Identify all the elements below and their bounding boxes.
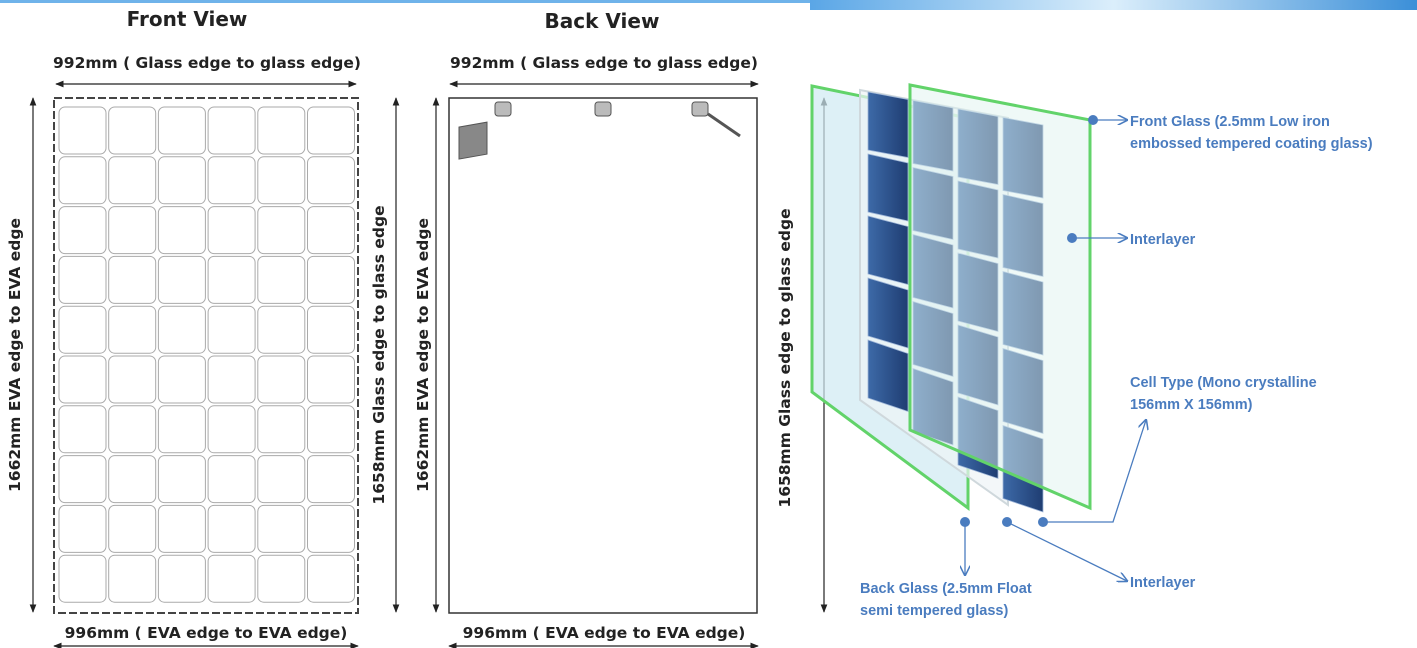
exploded-view: Front Glass (2.5mm Low iron embossed temp… — [812, 85, 1373, 619]
cell — [208, 306, 255, 353]
cell — [308, 505, 355, 552]
cell — [109, 356, 156, 403]
cell — [308, 256, 355, 303]
cell — [59, 157, 106, 204]
cell — [59, 256, 106, 303]
back-view: Back View 992mm ( Glass edge to glass ed… — [414, 9, 824, 646]
cell — [258, 306, 305, 353]
cell — [208, 157, 255, 204]
cell — [59, 356, 106, 403]
cell — [868, 154, 908, 221]
cell — [208, 505, 255, 552]
diagram: Front View 992mm ( Glass edge to glass e… — [0, 0, 1417, 648]
cell — [158, 157, 205, 204]
callout-label: Interlayer — [1130, 232, 1196, 248]
cell — [109, 107, 156, 154]
cell — [158, 406, 205, 453]
cell — [158, 207, 205, 254]
callout-dot — [1038, 517, 1048, 527]
cell — [308, 456, 355, 503]
cell — [59, 306, 106, 353]
cell — [308, 306, 355, 353]
callout-dot — [1067, 233, 1077, 243]
cell — [868, 216, 908, 285]
cell — [208, 107, 255, 154]
cell — [258, 256, 305, 303]
cell — [258, 505, 305, 552]
cell — [208, 356, 255, 403]
header-band — [810, 0, 1417, 10]
callout-label: 156mm X 156mm) — [1130, 397, 1253, 413]
cell — [308, 207, 355, 254]
callout-label: Interlayer — [1130, 575, 1196, 591]
cell — [258, 456, 305, 503]
callout-label: Back Glass (2.5mm Float — [860, 581, 1032, 597]
cell — [109, 555, 156, 602]
cell — [109, 505, 156, 552]
callout-dot — [1002, 517, 1012, 527]
callout-label: Front Glass (2.5mm Low iron — [1130, 114, 1330, 130]
cell — [258, 157, 305, 204]
callout-line — [1007, 522, 1127, 581]
cell — [158, 555, 205, 602]
dimension-label: 992mm ( Glass edge to glass edge) — [450, 54, 758, 72]
callout-dot — [1088, 115, 1098, 125]
cell — [109, 406, 156, 453]
cell — [59, 456, 106, 503]
view-title: Back View — [545, 9, 660, 33]
cell — [258, 356, 305, 403]
cell — [308, 406, 355, 453]
callout-label: Cell Type (Mono crystalline — [1130, 375, 1317, 391]
cell — [158, 456, 205, 503]
cell — [258, 555, 305, 602]
cell — [59, 406, 106, 453]
cell — [59, 107, 106, 154]
cell — [59, 505, 106, 552]
cell — [158, 256, 205, 303]
cell — [208, 256, 255, 303]
cell — [258, 107, 305, 154]
cell — [208, 555, 255, 602]
callout-label: semi tempered glass) — [860, 603, 1008, 619]
cell — [158, 356, 205, 403]
cell — [208, 406, 255, 453]
panel-outline — [449, 98, 757, 613]
callout-label: embossed tempered coating glass) — [1130, 136, 1373, 152]
cell — [158, 505, 205, 552]
cell — [208, 456, 255, 503]
cell — [308, 157, 355, 204]
cell — [308, 356, 355, 403]
cell — [868, 278, 908, 348]
cell — [308, 107, 355, 154]
cell — [308, 555, 355, 602]
dimension-label: 996mm ( EVA edge to EVA edge) — [65, 624, 348, 642]
cell — [258, 207, 305, 254]
dimension-label: 1658mm Glass edge to glass edge — [370, 205, 388, 504]
cell — [158, 107, 205, 154]
cell — [109, 456, 156, 503]
cell — [258, 406, 305, 453]
cell — [868, 92, 908, 158]
cell — [109, 157, 156, 204]
cell — [109, 207, 156, 254]
dimension-label: 992mm ( Glass edge to glass edge) — [53, 54, 361, 72]
front-view: Front View 992mm ( Glass edge to glass e… — [6, 7, 396, 646]
dimension-label: 996mm ( EVA edge to EVA edge) — [463, 624, 746, 642]
cell — [208, 207, 255, 254]
cell — [59, 555, 106, 602]
cell — [158, 306, 205, 353]
cell — [109, 256, 156, 303]
cell — [109, 306, 156, 353]
cell — [59, 207, 106, 254]
dimension-label: 1658mm Glass edge to glass edge — [776, 208, 794, 507]
dimension-label: 1662mm EVA edge to EVA edge — [414, 218, 432, 492]
header-band — [0, 0, 810, 3]
callout-dot — [960, 517, 970, 527]
view-title: Front View — [127, 7, 248, 31]
dimension-label: 1662mm EVA edge to EVA edge — [6, 218, 24, 492]
